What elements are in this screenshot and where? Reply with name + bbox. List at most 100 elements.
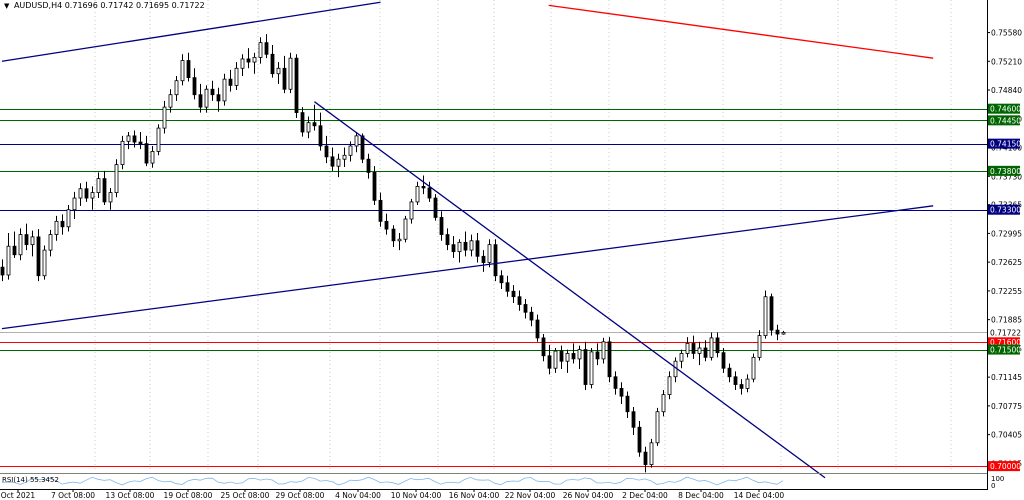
price-tick-label: 0.70775 xyxy=(991,402,1022,411)
candle-bull xyxy=(276,67,281,75)
price-tag-box xyxy=(988,461,1020,472)
candle-bull xyxy=(30,236,35,246)
price-tag-label: 0.71722 xyxy=(990,328,1021,337)
candle-bull xyxy=(174,80,179,96)
time-tick-label: 10 Nov 04:00 xyxy=(391,491,442,500)
candle-bull xyxy=(342,154,347,160)
candle-bull xyxy=(306,122,311,133)
candle-bear xyxy=(132,135,137,143)
time-tick-label: 13 Oct 08:00 xyxy=(106,491,155,500)
candle-bear xyxy=(451,244,456,253)
candle-bear xyxy=(625,395,630,413)
candle-bear xyxy=(547,355,552,369)
candle-bear xyxy=(360,135,365,160)
candle-bear xyxy=(637,426,642,453)
candle-bull xyxy=(72,197,77,211)
candle-bear xyxy=(463,241,468,251)
candle-bear xyxy=(529,311,534,321)
time-tick-label: 8 Dec 04:00 xyxy=(678,491,724,500)
candle-bull xyxy=(180,60,185,82)
candle-bull xyxy=(409,201,414,220)
candle-bull xyxy=(589,351,594,385)
price-tick-label: 0.75580 xyxy=(991,29,1022,38)
candle-bear xyxy=(270,53,275,75)
candle-bull xyxy=(66,209,71,228)
candle-bull xyxy=(763,296,768,336)
candle-bear xyxy=(0,266,5,276)
candle-bull xyxy=(126,135,131,142)
candle-bear xyxy=(517,296,522,305)
candle-bear xyxy=(631,411,636,428)
time-tick-label: 29 Oct 08:00 xyxy=(276,491,325,500)
candle-bull xyxy=(168,94,173,108)
candle-bull xyxy=(42,249,47,277)
candle-bull xyxy=(120,140,125,166)
candle-bear xyxy=(481,255,486,263)
price-tag-label: 0.74600 xyxy=(990,105,1021,114)
candle-bull xyxy=(6,245,11,276)
candle-bear xyxy=(535,319,540,339)
time-axis: Oct 2021 7 Oct 08:00 13 Oct 08:00 19 Oct 08… xyxy=(0,489,987,500)
candle-bull xyxy=(655,411,660,444)
price-tick-label: 0.72625 xyxy=(991,258,1022,267)
candle-bear xyxy=(264,42,269,55)
price-tag-box xyxy=(988,103,1020,114)
candle-bull xyxy=(565,353,570,362)
candle-bear xyxy=(192,77,197,96)
candle-bear xyxy=(613,376,618,389)
price-tag-label: 0.70000 xyxy=(990,462,1021,471)
candle-bear xyxy=(228,78,233,86)
candle-bull xyxy=(685,342,690,354)
candle-bull xyxy=(336,158,341,167)
candle-bear xyxy=(439,217,444,235)
candle-bear xyxy=(505,282,510,292)
candle-bull xyxy=(108,192,113,203)
trendlines xyxy=(1,1,934,479)
candle-bull xyxy=(252,57,257,63)
candle-bull xyxy=(162,106,167,129)
symbol-label: AUDUSD,H4 xyxy=(13,1,63,10)
candle-bull xyxy=(601,341,606,360)
candle-bull xyxy=(258,42,263,58)
candle-bear xyxy=(372,172,377,201)
trendline xyxy=(1,205,934,330)
rsi-line xyxy=(1,476,784,486)
candle-bear xyxy=(60,220,65,228)
candle-bull xyxy=(150,151,155,164)
price-tick-label: 0.72255 xyxy=(991,287,1022,296)
candle-bull xyxy=(487,244,492,263)
candle-bear xyxy=(282,67,287,90)
candle-bear xyxy=(366,158,371,173)
candle-bull xyxy=(348,145,353,156)
chart-title: ▼ AUDUSD,H4 0.71696 0.71742 0.71695 0.71… xyxy=(4,1,205,10)
candle-bull xyxy=(667,376,672,396)
time-tick-label: 14 Dec 04:00 xyxy=(734,491,785,500)
candle-bear xyxy=(186,60,191,79)
candle-bull xyxy=(90,192,95,199)
candle-bull xyxy=(240,58,245,69)
price-tag-label: 0.71500 xyxy=(990,346,1021,355)
candle-bear xyxy=(445,234,450,246)
candle-bear xyxy=(318,125,323,147)
candle-bear xyxy=(378,199,383,222)
candle-bear xyxy=(619,388,624,397)
candle-bear xyxy=(583,349,588,385)
candle-bull xyxy=(234,67,239,86)
candle-bear xyxy=(703,347,708,358)
time-tick-label: 4 Nov 04:00 xyxy=(335,491,381,500)
candle-bear xyxy=(499,275,504,284)
candle-bear xyxy=(475,240,480,257)
candle-bull xyxy=(48,234,53,251)
candle-bull xyxy=(661,394,666,413)
time-tick-label: 26 Nov 04:00 xyxy=(563,491,614,500)
triangle-down-icon[interactable]: ▼ xyxy=(4,2,10,10)
price-tick-label: 0.71145 xyxy=(991,373,1022,382)
candle-bear xyxy=(216,94,221,102)
price-tag-box xyxy=(988,336,1020,347)
candle-bull xyxy=(709,337,714,358)
ohlc-label: 0.71696 0.71742 0.71695 0.71722 xyxy=(64,1,205,10)
candle-bear xyxy=(391,228,396,242)
